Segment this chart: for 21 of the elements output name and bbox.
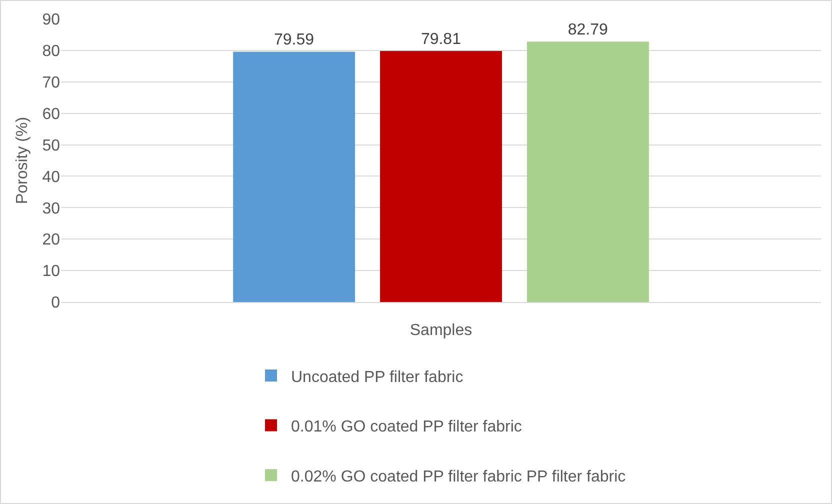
y-tick-label: 0	[51, 294, 60, 312]
y-tick-label: 50	[42, 137, 60, 154]
x-axis-title: Samples	[410, 322, 472, 339]
y-tick-label: 10	[42, 263, 60, 280]
legend-label: 0.01% GO coated PP filter fabric	[291, 418, 522, 436]
y-axis-title: Porosity (%)	[14, 116, 32, 204]
data-label: 82.79	[568, 22, 608, 39]
y-tick-label: 90	[42, 12, 60, 29]
bar	[233, 52, 356, 302]
bar	[380, 51, 502, 302]
legend-label: 0.02% GO coated PP filter fabric PP filter fabric	[291, 468, 626, 486]
y-tick-label: 40	[42, 168, 60, 186]
y-tick-label: 20	[42, 232, 60, 249]
y-tick-label: 70	[42, 74, 60, 92]
data-label: 79.81	[420, 31, 462, 48]
data-label: 79.59	[274, 32, 314, 49]
y-tick-label: 60	[42, 106, 60, 123]
bar	[526, 42, 649, 302]
legend-label: Uncoated PP filter fabric	[291, 368, 464, 386]
y-tick-label: 80	[42, 43, 60, 60]
y-tick-label: 30	[42, 200, 60, 218]
